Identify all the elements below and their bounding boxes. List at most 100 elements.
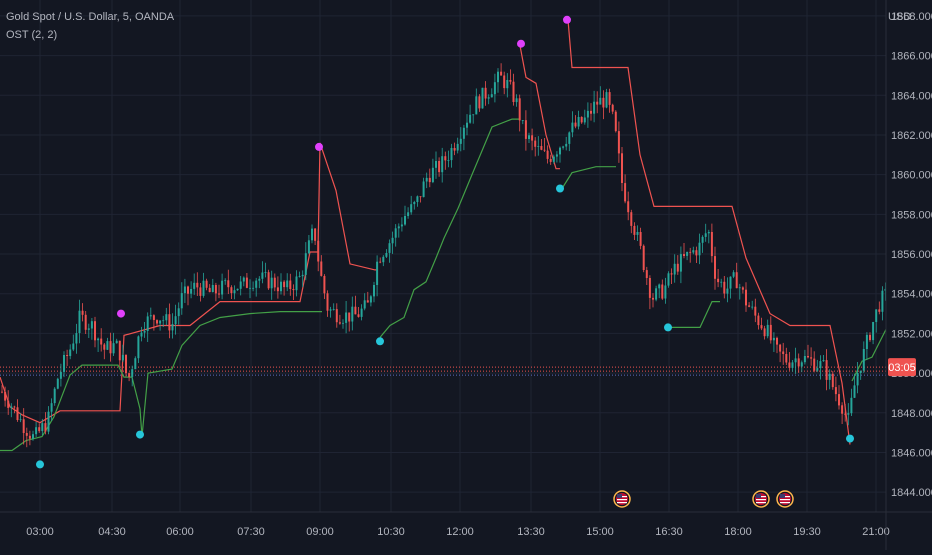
candle-body — [180, 293, 183, 309]
y-tick-label: 1852.000 — [891, 328, 932, 340]
candle-body — [242, 277, 245, 282]
buy-signal-dot — [846, 434, 854, 443]
candle-body — [568, 132, 571, 144]
candle-body — [190, 289, 193, 294]
candle-body — [258, 278, 261, 281]
candle-body — [115, 340, 118, 344]
sell-signal-dot — [315, 142, 323, 151]
candle-body — [283, 281, 286, 288]
candle-body — [710, 232, 713, 257]
candle-body — [531, 135, 534, 141]
candle-body — [44, 423, 47, 432]
candle-body — [636, 232, 639, 235]
candle-body — [580, 117, 583, 123]
x-tick-label: 13:30 — [517, 526, 545, 538]
candle-body — [596, 101, 599, 105]
sell-signal-dot — [517, 39, 525, 48]
candle-body — [540, 146, 543, 150]
ost-upper-line — [519, 45, 560, 170]
candle-body — [404, 216, 406, 225]
indicator-legend[interactable]: OST (2, 2) — [6, 29, 58, 41]
candle-body — [32, 434, 34, 439]
candle-body — [267, 272, 270, 289]
candle-body — [822, 360, 825, 362]
candle-body — [757, 315, 760, 326]
candle-body — [472, 114, 475, 116]
candle-body — [143, 331, 146, 333]
candle-body — [695, 250, 698, 256]
candle-body — [323, 276, 326, 294]
candle-body — [630, 212, 633, 226]
candle-body — [351, 306, 354, 322]
candle-body — [214, 285, 217, 294]
candle-body — [645, 270, 648, 278]
candle-body — [72, 343, 75, 350]
candle-body — [66, 355, 69, 356]
candle-body — [803, 356, 806, 363]
candle-body — [94, 321, 96, 341]
candle-body — [788, 362, 791, 368]
candle-body — [59, 371, 62, 379]
candle-body — [481, 87, 484, 109]
candle-body — [555, 154, 558, 157]
candle-body — [692, 250, 695, 253]
candle-body — [459, 138, 462, 144]
candle-body — [453, 148, 456, 151]
candle-body — [307, 240, 310, 254]
candle-body — [735, 272, 738, 289]
candle-body — [363, 300, 366, 309]
candle-body — [621, 153, 623, 183]
candle-body — [714, 256, 716, 279]
candle-body — [233, 290, 236, 294]
candle-body — [639, 232, 642, 246]
candle-body — [763, 328, 766, 337]
candle-body — [559, 147, 561, 155]
candle-body — [862, 349, 865, 371]
event-flag-icon[interactable] — [776, 490, 794, 508]
candle-body — [149, 315, 152, 317]
ost-lower-line — [0, 311, 322, 452]
flag-stripe — [756, 499, 766, 501]
candle-body — [121, 354, 124, 361]
candle-body — [813, 358, 816, 371]
candle-body — [289, 280, 292, 289]
event-flag-icon[interactable] — [752, 490, 770, 508]
candle-body — [13, 406, 16, 408]
candle-body — [249, 287, 251, 289]
candle-body — [168, 314, 171, 331]
candle-body — [509, 80, 512, 82]
candle-body — [856, 373, 859, 386]
x-tick-label: 03:00 — [26, 526, 54, 538]
candle-body — [227, 280, 230, 288]
candle-body — [78, 310, 81, 333]
candle-body — [75, 333, 78, 344]
candle-body — [444, 156, 447, 161]
event-flag-icon[interactable] — [613, 490, 631, 508]
candle-body — [320, 261, 323, 276]
candle-body — [676, 263, 679, 272]
candle-body — [565, 143, 568, 147]
buy-signal-dot — [556, 184, 564, 193]
candle-body — [670, 273, 673, 275]
candle-body — [28, 435, 31, 439]
y-tick-label: 1860.000 — [891, 170, 932, 182]
ost-lower-line — [561, 166, 616, 189]
candle-body — [652, 297, 654, 300]
y-tick-label: 1854.000 — [891, 289, 932, 301]
candle-body — [413, 202, 416, 205]
candle-body — [447, 160, 450, 161]
candle-body — [109, 341, 112, 354]
candle-body — [807, 356, 809, 358]
candle-body — [360, 308, 363, 317]
candle-body — [394, 228, 397, 238]
candle-body — [4, 391, 7, 401]
candle-body — [881, 290, 884, 312]
candle-body — [50, 403, 53, 412]
x-tick-label: 16:30 — [655, 526, 683, 538]
x-tick-label: 21:00 — [862, 526, 890, 538]
candle-body — [872, 322, 875, 341]
candle-body — [1, 391, 3, 393]
y-tick-label: 1864.000 — [891, 90, 932, 102]
candle-body — [779, 344, 782, 352]
